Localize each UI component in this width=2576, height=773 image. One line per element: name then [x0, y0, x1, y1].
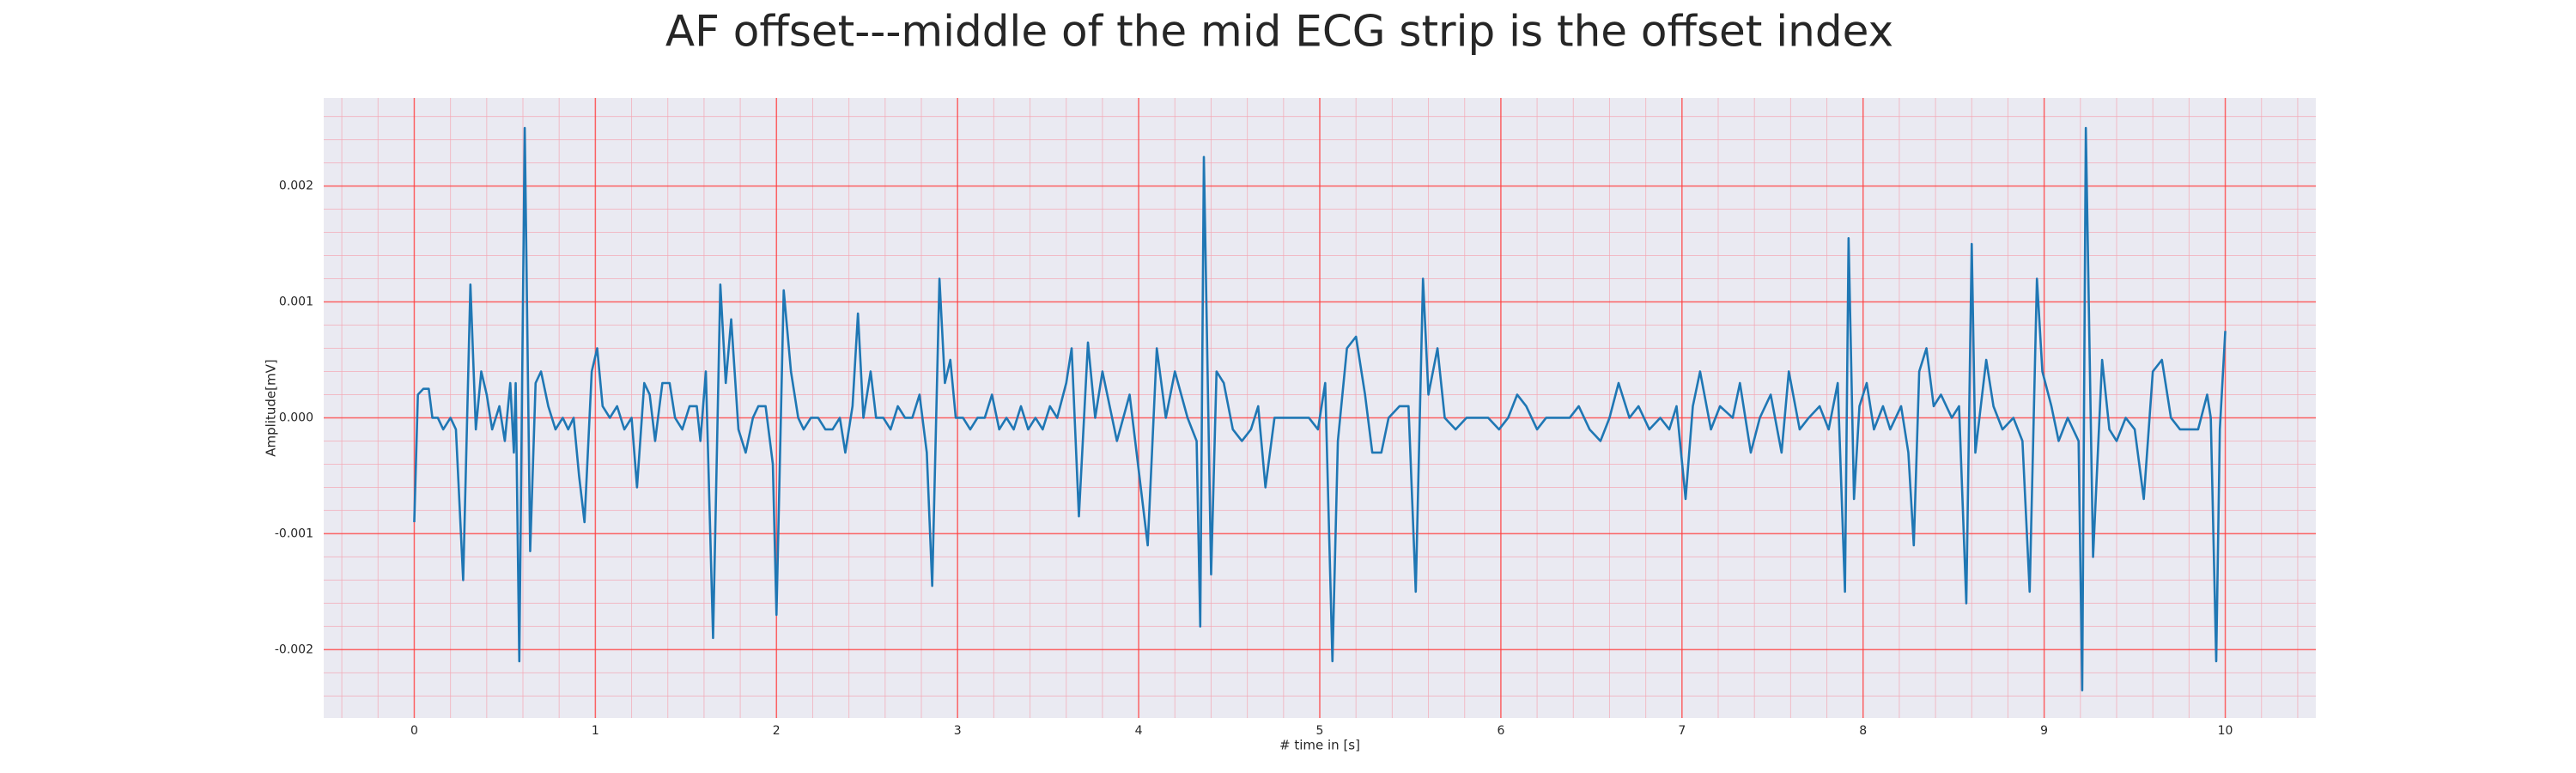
x-tick-label: 4	[1135, 724, 1143, 738]
x-tick-label: 7	[1678, 724, 1686, 738]
x-axis-label: # time in [s]	[1279, 738, 1360, 753]
x-tick-label: 0	[410, 724, 418, 738]
x-tick-label: 5	[1316, 724, 1324, 738]
y-tick-label: -0.002	[275, 642, 313, 656]
ecg-line	[413, 126, 2227, 691]
chart-title: AF offset---middle of the mid ECG strip …	[665, 7, 1893, 57]
x-tick-label: 1	[592, 724, 599, 738]
y-tick-label: 0.002	[279, 180, 313, 193]
y-axis-label: Amplitude[mV]	[264, 359, 279, 456]
y-tick-label: 0.001	[279, 295, 313, 309]
x-tick-label: 10	[2218, 724, 2233, 738]
y-tick-label: -0.001	[275, 526, 313, 540]
y-tick-label: 0.000	[279, 411, 313, 424]
x-tick-label: 8	[1859, 724, 1867, 738]
x-tick-label: 3	[954, 724, 962, 738]
x-tick-label: 2	[773, 724, 781, 738]
x-tick-label: 6	[1497, 724, 1504, 738]
x-tick-label: 9	[2040, 724, 2048, 738]
